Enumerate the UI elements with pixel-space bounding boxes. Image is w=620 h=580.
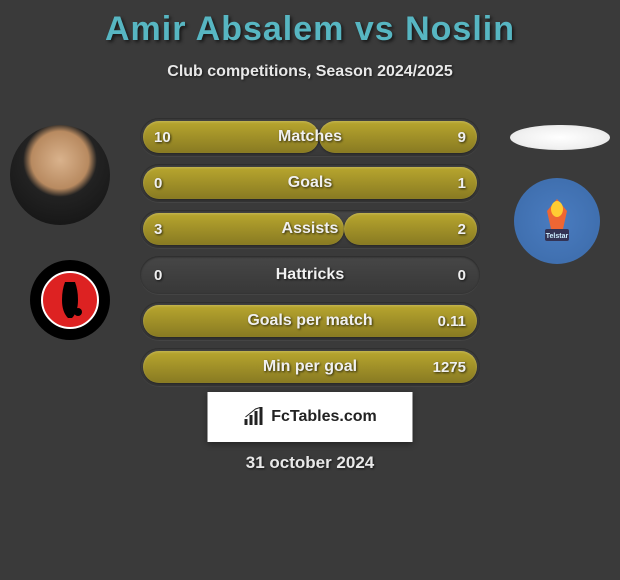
chart-icon [243, 407, 265, 427]
stat-label: Min per goal [140, 348, 480, 386]
comparison-chart: 109Matches 01Goals 32Assists 00Hattricks 0.1… [140, 118, 480, 394]
stat-row: 01Goals [140, 164, 480, 202]
player2-club-logo: Telstar [514, 178, 600, 264]
player1-club-logo [30, 260, 110, 340]
stat-row: 0.11Goals per match [140, 302, 480, 340]
player1-avatar [10, 125, 110, 225]
brand-badge: FcTables.com [208, 392, 413, 442]
player2-avatar [510, 125, 610, 150]
svg-text:Telstar: Telstar [546, 233, 569, 240]
stat-label: Assists [140, 210, 480, 248]
date-label: 31 october 2024 [0, 453, 620, 473]
stat-label: Goals [140, 164, 480, 202]
brand-text: FcTables.com [271, 408, 377, 426]
stat-row: 1275Min per goal [140, 348, 480, 386]
stat-row: 32Assists [140, 210, 480, 248]
stat-label: Matches [140, 118, 480, 156]
stat-label: Hattricks [140, 256, 480, 294]
stat-row: 00Hattricks [140, 256, 480, 294]
page-title: Amir Absalem vs Noslin [0, 0, 620, 49]
stat-label: Goals per match [140, 302, 480, 340]
subtitle: Club competitions, Season 2024/2025 [0, 63, 620, 81]
stat-row: 109Matches [140, 118, 480, 156]
